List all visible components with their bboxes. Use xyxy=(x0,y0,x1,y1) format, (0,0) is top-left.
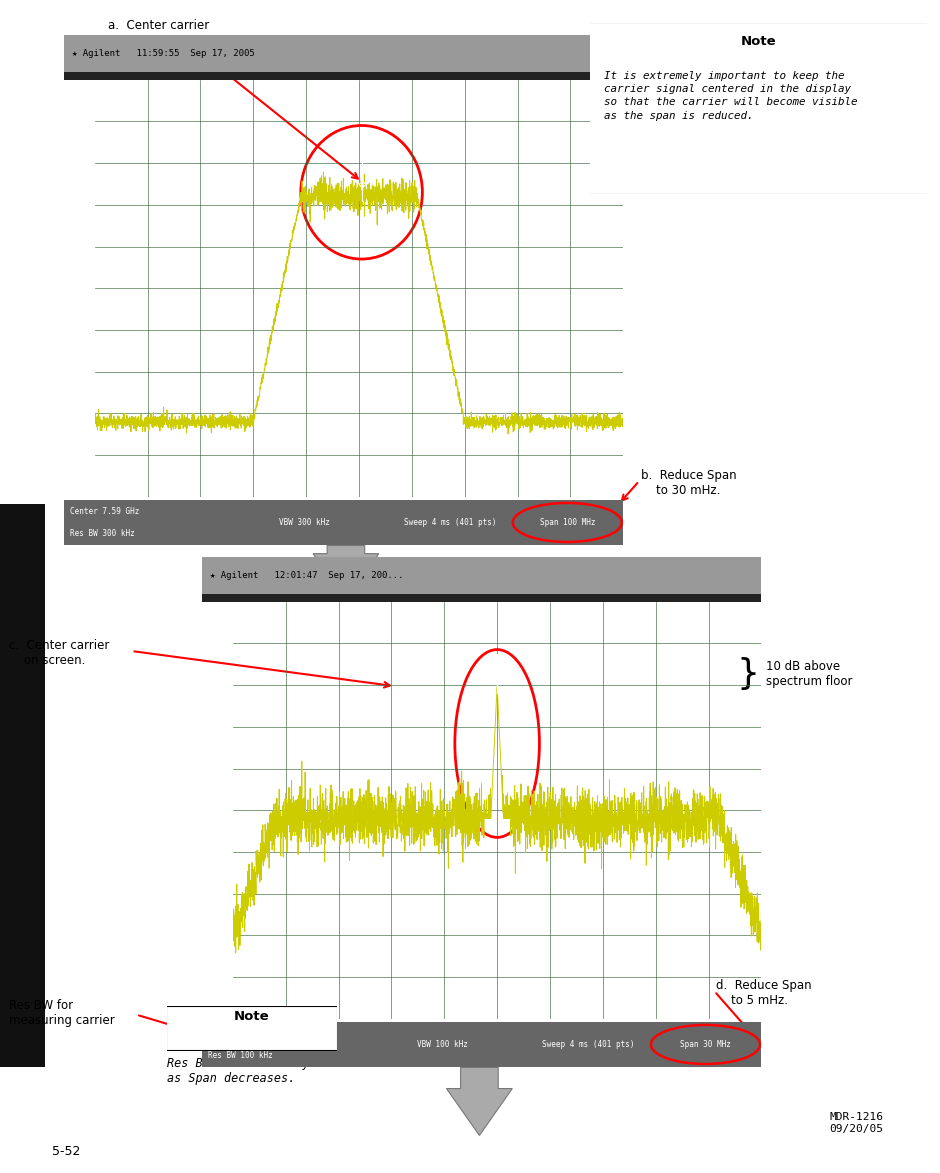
Text: ★ Agilent   12:01:47  Sep 17, 200...: ★ Agilent 12:01:47 Sep 17, 200... xyxy=(211,571,404,579)
Text: Peak: Peak xyxy=(70,127,89,136)
Text: Res BW 300 kHz: Res BW 300 kHz xyxy=(70,529,134,538)
Text: Note: Note xyxy=(741,35,776,48)
Text: Note: Note xyxy=(234,1010,270,1023)
Polygon shape xyxy=(313,545,379,601)
Text: 10: 10 xyxy=(208,700,217,708)
Text: Res BW automatically decreases
as Span decreases.: Res BW automatically decreases as Span d… xyxy=(167,1057,381,1085)
Text: 7.5900000000 GHz: 7.5900000000 GHz xyxy=(112,172,296,191)
Text: Res BW 100 kHz: Res BW 100 kHz xyxy=(208,1051,273,1060)
Text: ★ Agilent   11:59:55  Sep 17, 2005: ★ Agilent 11:59:55 Sep 17, 2005 xyxy=(72,49,255,57)
Text: Log: Log xyxy=(70,152,85,162)
Text: Span 30 MHz: Span 30 MHz xyxy=(680,1040,731,1049)
Polygon shape xyxy=(446,1067,512,1135)
Text: Center 7.59 GHz: Center 7.59 GHz xyxy=(208,1029,277,1037)
Text: dB/: dB/ xyxy=(70,204,85,212)
Text: It is extremely important to keep the
carrier signal centered in the display
so : It is extremely important to keep the ca… xyxy=(603,72,857,121)
Text: Center 7.59 GHz: Center 7.59 GHz xyxy=(70,507,139,515)
Text: 5-52: 5-52 xyxy=(52,1145,80,1158)
Text: a.  Center carrier
    on screen.: a. Center carrier on screen. xyxy=(108,19,210,47)
Text: W1  S2
S3  FC
    AA: W1 S2 S3 FC AA xyxy=(70,367,97,396)
Text: c.  Center carrier
    on screen.: c. Center carrier on screen. xyxy=(9,639,110,667)
Text: MDR-1216
09/20/05: MDR-1216 09/20/05 xyxy=(829,1112,883,1133)
FancyBboxPatch shape xyxy=(202,1022,761,1067)
Text: Sweep 4 ms (401 pts): Sweep 4 ms (401 pts) xyxy=(541,1040,634,1049)
FancyBboxPatch shape xyxy=(64,500,623,545)
Text: 7.5900000000 GHz: 7.5900000000 GHz xyxy=(250,694,434,713)
Text: Atten 10 dB: Atten 10 dB xyxy=(403,618,459,628)
Text: dB/: dB/ xyxy=(208,726,223,734)
FancyBboxPatch shape xyxy=(0,504,45,1067)
FancyBboxPatch shape xyxy=(202,594,761,602)
Text: Mkr1  7.59000 GHz: Mkr1 7.59000 GHz xyxy=(483,96,569,106)
Text: d.  Reduce Span
    to 5 mHz.: d. Reduce Span to 5 mHz. xyxy=(716,979,812,1008)
Text: Atten 10 dB: Atten 10 dB xyxy=(265,96,321,106)
Text: Mkr1  7.59000 GHz: Mkr1 7.59000 GHz xyxy=(621,618,707,628)
Text: 10 dB above
spectrum floor: 10 dB above spectrum floor xyxy=(766,660,853,689)
Text: Ref 0 dBm: Ref 0 dBm xyxy=(70,96,115,106)
Text: Log: Log xyxy=(208,674,223,684)
Text: }: } xyxy=(737,658,760,691)
FancyBboxPatch shape xyxy=(64,72,623,80)
Text: Ref 0 dBm: Ref 0 dBm xyxy=(208,618,253,628)
FancyBboxPatch shape xyxy=(587,22,931,195)
Text: Peak: Peak xyxy=(208,649,227,658)
Text: -20.8 dBm: -20.8 dBm xyxy=(540,127,585,136)
Text: b.  Reduce Span
    to 30 mHz.: b. Reduce Span to 30 mHz. xyxy=(641,469,737,497)
Text: VBW 100 kHz: VBW 100 kHz xyxy=(417,1040,468,1049)
Text: W1  S2
S3  FC
    AA: W1 S2 S3 FC AA xyxy=(208,889,235,918)
Text: Span 100 MHz: Span 100 MHz xyxy=(540,518,595,527)
FancyBboxPatch shape xyxy=(202,557,761,594)
Text: Center: Center xyxy=(250,649,323,667)
Text: Res BW for
measuring carrier: Res BW for measuring carrier xyxy=(9,999,116,1028)
FancyBboxPatch shape xyxy=(64,35,623,72)
Text: Center: Center xyxy=(112,127,185,145)
Text: -21.14 dBm: -21.14 dBm xyxy=(678,649,728,658)
Text: Sweep 4 ms (401 pts): Sweep 4 ms (401 pts) xyxy=(403,518,496,527)
Text: 10: 10 xyxy=(70,178,79,187)
Text: VBW 300 kHz: VBW 300 kHz xyxy=(279,518,330,527)
FancyBboxPatch shape xyxy=(165,1006,338,1051)
